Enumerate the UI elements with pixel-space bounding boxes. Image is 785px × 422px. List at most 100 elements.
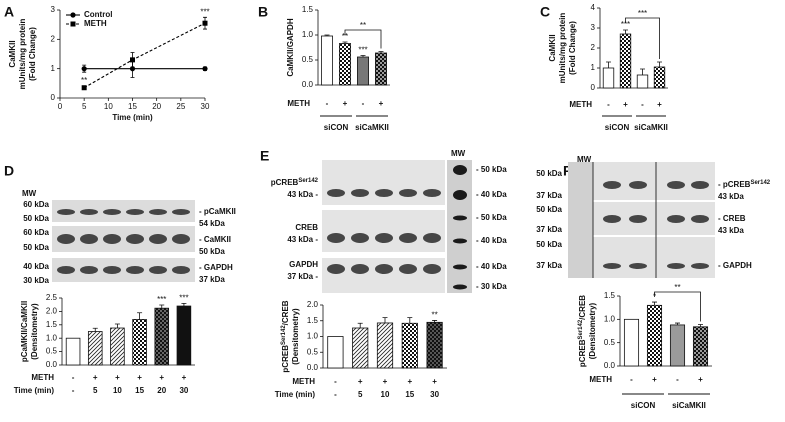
blot-label: - GAPDH xyxy=(718,261,752,270)
blot-label: 50 kDa xyxy=(536,240,562,249)
blot-label-part: 43 kDa - xyxy=(287,190,318,199)
error-bar xyxy=(698,324,703,327)
blot-band xyxy=(80,209,98,215)
blot-label-part: - 40 kDa xyxy=(476,262,507,271)
blot-band xyxy=(149,234,167,244)
blot-label: - CaMKII xyxy=(199,235,231,244)
row-value: + xyxy=(652,375,657,384)
y-axis-label: (Densitometry) xyxy=(291,308,300,365)
blot-label-part: - CaMKII xyxy=(199,235,231,244)
blot-label: - pCaMKII xyxy=(199,207,236,216)
blot-label-part: 50 kDa xyxy=(23,214,49,223)
blot-label: - 40 kDa xyxy=(476,262,507,271)
blot-band xyxy=(126,209,144,215)
blot-label-sup: Ser142 xyxy=(298,178,318,184)
significance: *** xyxy=(200,7,209,16)
blot-band xyxy=(80,234,98,244)
y-axis-label-part: CaMKII xyxy=(8,40,17,67)
row-label: Time (min) xyxy=(275,390,316,399)
bar xyxy=(110,327,125,366)
row-value: - xyxy=(72,386,75,395)
blot-label-part: 37 kDa xyxy=(536,261,562,270)
bar xyxy=(327,336,344,369)
blot-label: MW xyxy=(577,155,592,164)
y-tick-label: 2.0 xyxy=(46,307,58,316)
blot-band xyxy=(351,264,369,274)
y-axis-label-part: pCREB xyxy=(578,339,587,367)
y-tick-label: 1 xyxy=(591,63,596,72)
row-label: METH xyxy=(569,100,592,109)
blot-label: - 40 kDa xyxy=(476,190,507,199)
error-bar xyxy=(137,312,143,320)
x-tick-label: 15 xyxy=(128,102,137,111)
blot-strip xyxy=(322,160,445,205)
error-bar xyxy=(432,320,438,323)
group-label: siCaMKII xyxy=(634,123,668,132)
y-axis-label: pCREBSer142/CREB xyxy=(578,295,588,367)
blot-band xyxy=(57,209,75,215)
blot-band xyxy=(126,234,144,244)
row-value: 5 xyxy=(358,390,363,399)
blot-band xyxy=(149,266,167,274)
blot-label: 37 kDa - xyxy=(287,272,318,281)
row-value: 20 xyxy=(157,386,166,395)
blot-strip xyxy=(322,210,445,252)
legend-label: METH xyxy=(84,19,107,28)
blot-strip xyxy=(322,258,445,293)
row-value: - xyxy=(630,375,633,384)
significance: ** xyxy=(342,32,348,41)
y-tick-label: 1.5 xyxy=(307,316,319,325)
y-tick-label: 1.5 xyxy=(302,5,314,14)
row-value: + xyxy=(115,373,120,382)
error-bar xyxy=(652,301,657,306)
row-label: METH xyxy=(292,377,315,386)
row-value: + xyxy=(407,377,412,386)
y-axis-label: (Fold Change) xyxy=(28,27,37,81)
y-axis-label: CaMKII xyxy=(548,34,557,61)
blot-band xyxy=(103,209,121,215)
y-axis-label: mUnits/mg protein xyxy=(18,19,27,90)
blot-label-part: - 50 kDa xyxy=(476,165,507,174)
y-axis-label-part: (Densitometry) xyxy=(30,303,39,360)
blot-band xyxy=(375,264,393,274)
blot-band xyxy=(603,263,621,269)
y-tick-label: 3 xyxy=(591,23,596,32)
error-bar xyxy=(407,317,413,324)
panel-letter: A xyxy=(4,4,14,20)
blot-band xyxy=(126,266,144,274)
blot-label-part: 54 kDa xyxy=(199,219,225,228)
error-bar xyxy=(378,51,384,53)
row-value: + xyxy=(159,373,164,382)
group-label: siCON xyxy=(631,401,656,410)
bracket xyxy=(344,29,382,49)
blot-label: 50 kDa xyxy=(23,214,49,223)
significance: *** xyxy=(358,46,367,55)
group-label: siCON xyxy=(324,123,349,132)
group-label: siCaMKII xyxy=(672,401,706,410)
row-label: METH xyxy=(287,99,310,108)
blot-strip xyxy=(52,200,195,222)
blot-label-part: 50 kDa xyxy=(536,240,562,249)
blot-band xyxy=(629,181,647,189)
y-axis-label-part: mUnits/mg protein xyxy=(18,19,27,90)
y-tick-label: 0.0 xyxy=(604,361,616,370)
x-tick-label: 5 xyxy=(82,102,87,111)
blot-label-part: 43 kDa xyxy=(718,226,744,235)
blot-band xyxy=(399,264,417,274)
y-tick-label: 0.0 xyxy=(302,80,314,89)
row-value: 30 xyxy=(430,390,439,399)
blot-label-part: 37 kDa xyxy=(199,275,225,284)
x-tick-label: 25 xyxy=(176,102,185,111)
blot-label-part: MW xyxy=(22,189,37,198)
blot-band xyxy=(172,266,190,274)
error-bar xyxy=(114,323,120,329)
blot-label: GAPDH xyxy=(289,260,318,269)
y-axis-label: CaMKII xyxy=(8,40,17,67)
blot-label: - 50 kDa xyxy=(476,213,507,222)
row-value: + xyxy=(657,100,662,109)
row-value: + xyxy=(383,377,388,386)
significance: ** xyxy=(81,76,87,85)
row-value: 10 xyxy=(381,390,390,399)
y-tick-label: 0.0 xyxy=(307,363,319,372)
blot-label: - CREB xyxy=(718,214,746,223)
